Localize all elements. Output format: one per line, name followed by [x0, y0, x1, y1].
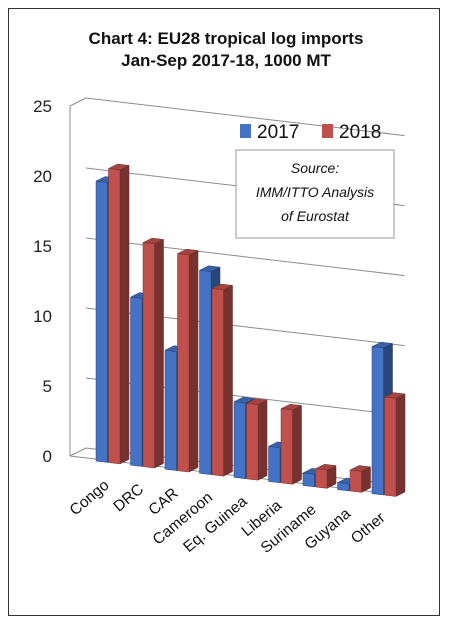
y-tick-label: 0	[43, 447, 52, 466]
legend: 2017 2018	[240, 122, 381, 143]
bar-2018-cameroon	[211, 283, 234, 477]
bar-2018-congo	[107, 163, 130, 465]
bar-2018-suriname	[314, 464, 337, 489]
bar-2018-eq-guinea	[245, 398, 268, 481]
source-note-line-3: of Eurostat	[281, 208, 350, 224]
y-tick-label: 15	[33, 237, 52, 256]
bar-2018-drc	[142, 237, 165, 469]
x-tick-label: Other	[348, 509, 389, 547]
bar-2018-liberia	[280, 403, 303, 485]
source-note: Source: IMM/ITTO Analysis of Eurostat	[235, 149, 395, 239]
y-tick-label: 20	[33, 167, 52, 186]
bars	[95, 163, 406, 497]
y-tick-label: 10	[33, 307, 52, 326]
bar-2018-guyana	[349, 465, 372, 493]
x-tick-label: DRC	[110, 481, 147, 516]
source-note-line-2: IMM/ITTO Analysis	[256, 184, 374, 200]
legend-label-2017: 2017	[257, 122, 299, 143]
source-note-line-1: Source:	[291, 160, 339, 176]
y-axis-ticks: 0 5 10 15 20 25	[33, 97, 52, 466]
floor-edge	[69, 447, 87, 457]
x-tick-label: Congo	[67, 477, 113, 519]
wall-edge	[69, 97, 87, 107]
bar-2018-car	[176, 248, 199, 473]
y-tick-label: 25	[33, 97, 52, 116]
gridline	[85, 97, 405, 137]
chart-title-line-2: Jan-Sep 2017-18, 1000 MT	[121, 51, 331, 70]
gridline	[85, 237, 405, 277]
y-tick-label: 5	[43, 377, 52, 396]
chart-title-line-1: Chart 4: EU28 tropical log imports	[89, 29, 364, 48]
legend-label-2018: 2018	[339, 122, 381, 143]
legend-swatch-2018	[322, 124, 333, 138]
legend-swatch-2017	[240, 124, 251, 138]
source-note-box	[235, 149, 395, 239]
bar-2018-other	[383, 392, 406, 497]
